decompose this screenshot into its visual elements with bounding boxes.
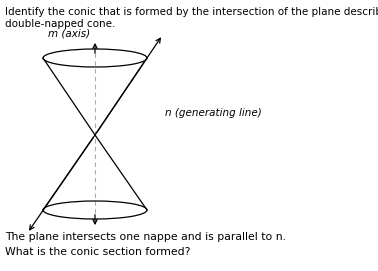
Text: What is the conic section formed?: What is the conic section formed?: [5, 247, 191, 257]
Text: double-napped cone.: double-napped cone.: [5, 19, 115, 29]
Text: The plane intersects one nappe and is parallel to n.: The plane intersects one nappe and is pa…: [5, 232, 286, 242]
Text: Identify the conic that is formed by the intersection of the plane described and: Identify the conic that is formed by the…: [5, 7, 378, 17]
Text: m (axis): m (axis): [48, 28, 90, 38]
Text: n (generating line): n (generating line): [165, 108, 262, 118]
